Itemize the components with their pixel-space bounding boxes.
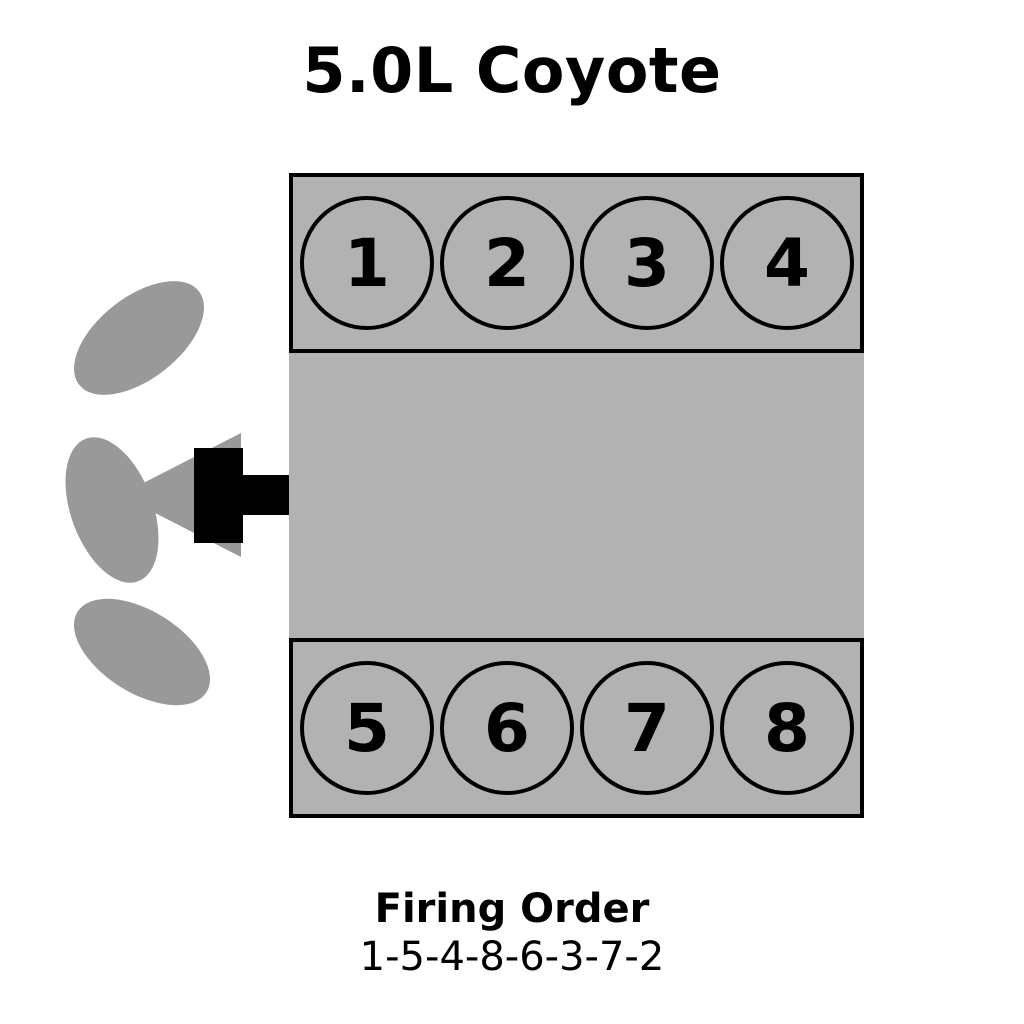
fan-blade-3-icon: [56, 577, 228, 727]
cylinder-5: 5: [300, 661, 434, 795]
cylinder-3: 3: [580, 196, 714, 330]
cylinder-6: 6: [440, 661, 574, 795]
cylinder-label: 1: [344, 225, 390, 302]
cylinder-label: 3: [624, 225, 670, 302]
cylinder-label: 7: [624, 690, 670, 767]
cylinder-label: 2: [484, 225, 530, 302]
fan-blade-2-icon: [47, 425, 176, 596]
diagram-title: 5.0L Coyote: [0, 34, 1024, 107]
firing-order-label: Firing Order: [0, 886, 1024, 932]
cylinder-1: 1: [300, 196, 434, 330]
firing-order-sequence: 1-5-4-8-6-3-7-2: [0, 934, 1024, 980]
cylinder-label: 8: [764, 690, 810, 767]
fan-blade-1-icon: [54, 259, 224, 417]
cylinder-7: 7: [580, 661, 714, 795]
cylinder-label: 5: [344, 690, 390, 767]
cylinder-label: 6: [484, 690, 530, 767]
engine-diagram: 5.0L Coyote 1 2 3 4 5 6 7 8 Firing Order…: [0, 0, 1024, 1024]
fan-shaft-icon: [243, 475, 289, 515]
firing-order-caption: Firing Order 1-5-4-8-6-3-7-2: [0, 886, 1024, 980]
cylinder-label: 4: [764, 225, 810, 302]
cylinder-8: 8: [720, 661, 854, 795]
cylinder-4: 4: [720, 196, 854, 330]
fan-hub-icon: [194, 448, 243, 543]
cylinder-2: 2: [440, 196, 574, 330]
